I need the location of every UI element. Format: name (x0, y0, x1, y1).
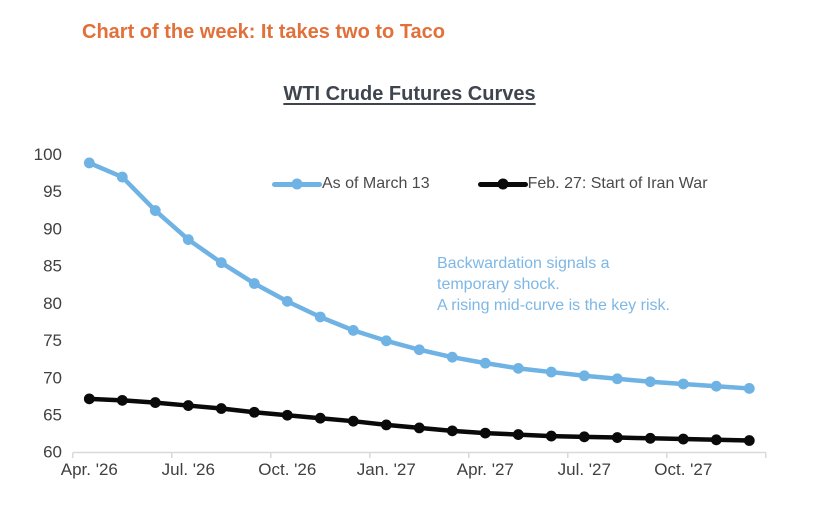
series-1-point-5 (248, 406, 260, 418)
series-1-point-1 (116, 394, 128, 406)
legend-dot-icon (291, 178, 303, 190)
series-1-point-2 (149, 397, 161, 408)
x-tick-label: Oct. '26 (258, 460, 316, 479)
chart-legend: As of March 13 Feb. 27: Start of Iran Wa… (272, 175, 708, 193)
series-1-point-18 (677, 433, 689, 445)
series-1-point-11 (446, 425, 458, 437)
series-1-point-6 (281, 409, 293, 421)
series-0-point-19 (710, 380, 722, 392)
annotation-line-1: Backwardation signals a (437, 255, 610, 272)
series-0-point-11 (446, 351, 458, 363)
series-0-point-1 (116, 171, 128, 183)
series-1-point-12 (479, 427, 491, 439)
series-1-point-10 (413, 422, 425, 434)
series-0-point-12 (479, 357, 491, 369)
page-title: Chart of the week: It takes two to Taco (82, 21, 446, 43)
series-1-point-0 (83, 393, 95, 405)
series-1-point-8 (347, 415, 359, 427)
legend-label-feb-27-iran-war: Feb. 27: Start of Iran War (527, 175, 708, 192)
series-0-point-8 (347, 324, 359, 336)
annotation-line-2: temporary shock. (437, 276, 560, 293)
x-tick-label: Apr. '27 (457, 460, 514, 479)
series-0-point-17 (644, 376, 656, 388)
series-0-point-6 (281, 295, 293, 307)
y-tick-label: 80 (43, 294, 62, 313)
series-0-point-15 (578, 370, 590, 382)
series-1-point-14 (545, 430, 557, 442)
annotation-line-3: A rising mid-curve is the key risk. (437, 297, 670, 314)
legend-dot-icon (497, 178, 509, 190)
legend-item-feb-27-iran-war: Feb. 27: Start of Iran War (477, 175, 708, 193)
series-0-point-7 (314, 311, 326, 323)
series-0-point-9 (380, 335, 392, 347)
y-tick-label: 100 (34, 145, 62, 164)
legend-line-marker-icon (272, 178, 322, 190)
y-tick-label: 95 (43, 182, 62, 201)
y-tick-label: 85 (43, 257, 62, 276)
series-0-point-5 (248, 278, 260, 289)
y-tick-label: 90 (43, 219, 62, 238)
series-0-point-20 (743, 383, 755, 394)
series-1-point-17 (644, 432, 656, 444)
series-1-point-19 (710, 434, 722, 446)
series-0-point-13 (512, 362, 524, 374)
series-0-point-10 (413, 344, 425, 356)
series-1-point-4 (215, 403, 227, 414)
series-1-point-9 (380, 419, 392, 431)
series-0-point-3 (182, 234, 194, 245)
series-1-point-13 (512, 429, 524, 440)
y-tick-label: 75 (43, 331, 62, 350)
y-tick-label: 70 (43, 368, 62, 387)
legend-line-marker-icon (477, 178, 528, 190)
series-0-point-18 (677, 378, 689, 390)
legend-label-as-of-march-13: As of March 13 (322, 175, 430, 192)
chart-annotation: Backwardation signals a temporary shock.… (437, 253, 670, 316)
series-1-point-7 (314, 412, 326, 424)
chart-title: WTI Crude Futures Curves (283, 83, 536, 105)
series-0-point-16 (611, 373, 623, 385)
x-tick-label: Jan. '27 (357, 460, 416, 479)
x-tick-label: Apr. '26 (61, 460, 118, 479)
series-1-point-16 (611, 432, 623, 443)
series-0-point-0 (83, 157, 95, 169)
chart-title-row: WTI Crude Futures Curves (0, 83, 819, 106)
series-1-point-15 (578, 431, 590, 443)
y-tick-label: 60 (43, 443, 62, 462)
series-0-point-4 (215, 257, 227, 269)
x-tick-label: Oct. '27 (654, 460, 712, 479)
series-1-point-3 (182, 400, 194, 411)
y-tick-label: 65 (43, 405, 62, 424)
series-1-point-20 (743, 435, 755, 446)
x-tick-label: Jul. '27 (558, 460, 611, 479)
x-tick-label: Jul. '26 (162, 460, 215, 479)
series-0-point-2 (149, 205, 161, 216)
legend-item-as-of-march-13: As of March 13 (272, 175, 430, 193)
series-0-point-14 (545, 366, 557, 378)
